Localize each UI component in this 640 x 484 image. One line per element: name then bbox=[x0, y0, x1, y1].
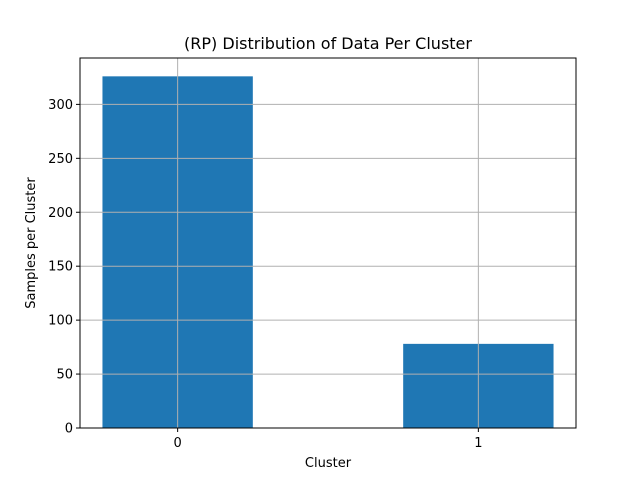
y-tick-label: 150 bbox=[48, 260, 73, 275]
y-axis-label: Samples per Cluster bbox=[24, 177, 39, 309]
tick-layer: 0 50 100 150 200 250 300 0 1 bbox=[48, 98, 482, 451]
y-tick-label: 50 bbox=[56, 368, 73, 383]
x-tick-label: 0 bbox=[174, 436, 182, 451]
chart-title: (RP) Distribution of Data Per Cluster bbox=[184, 34, 472, 53]
x-tick-label: 1 bbox=[474, 436, 482, 451]
y-tick-label: 250 bbox=[48, 152, 73, 167]
plot-frame bbox=[79, 57, 577, 429]
y-tick-label: 0 bbox=[65, 422, 73, 437]
y-tick-label: 200 bbox=[48, 206, 73, 221]
y-tick-label: 300 bbox=[48, 98, 73, 113]
y-tick-label: 100 bbox=[48, 314, 73, 329]
bar-layer bbox=[102, 76, 554, 428]
x-axis-label: Cluster bbox=[305, 456, 352, 471]
